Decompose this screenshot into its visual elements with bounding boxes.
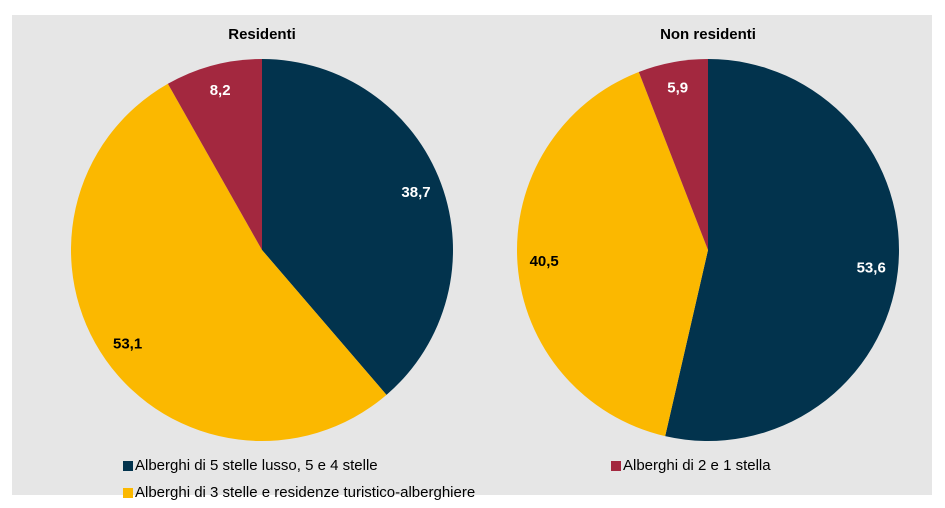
legend-swatch: [123, 461, 133, 471]
pie-slice: [516, 71, 708, 437]
pie-slice: [262, 59, 453, 395]
data-label: 8,2: [210, 82, 231, 99]
data-label: 5,9: [667, 80, 688, 97]
legend-label: Alberghi di 3 stelle e residenze turisti…: [135, 484, 475, 501]
pie-slice: [638, 59, 708, 250]
data-label: 53,1: [113, 335, 142, 352]
data-label: 38,7: [401, 184, 430, 201]
pie-title: Residenti: [228, 26, 296, 43]
pie-slice: [70, 83, 387, 442]
pie-slice: [665, 59, 899, 441]
legend-swatch: [611, 461, 621, 471]
legend-label: Alberghi di 5 stelle lusso, 5 e 4 stelle: [135, 457, 378, 474]
pie-slice: [167, 59, 262, 250]
data-label: 40,5: [530, 253, 559, 270]
legend-label: Alberghi di 2 e 1 stella: [623, 457, 771, 474]
legend-swatch: [123, 488, 133, 498]
data-label: 53,6: [857, 260, 886, 277]
pie-title: Non residenti: [660, 26, 756, 43]
